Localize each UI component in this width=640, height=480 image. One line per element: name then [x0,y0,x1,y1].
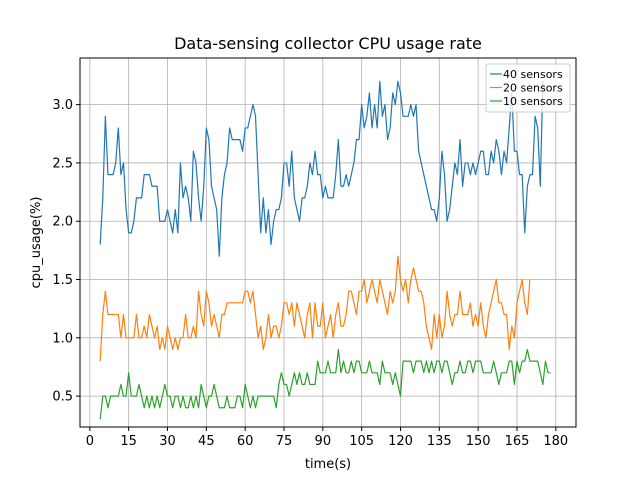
y-tick: 1.5 [52,273,80,288]
series-line-20-sensors [99,255,531,362]
chart-title: Data-sensing collector CPU usage rate [174,34,482,53]
x-tick-label: 180 [543,434,568,449]
x-tick-label: 135 [427,434,452,449]
y-tick: 1.0 [52,331,80,346]
y-tick: 2.0 [52,215,80,230]
x-tick-label: 75 [276,434,293,449]
legend-box [485,63,571,113]
x-tick: 165 [505,427,530,449]
legend-label: 10 sensors [503,95,563,108]
series-line-10-sensors [99,348,551,420]
x-tick-label: 0 [86,434,94,449]
x-tick-label: 90 [315,434,332,449]
series-layer [99,80,551,420]
x-tick: 135 [427,427,452,449]
x-tick-label: 15 [120,434,137,449]
y-tick-label: 1.5 [52,273,73,288]
x-tick: 90 [315,427,332,449]
y-axis: 0.5 1.0 1.5 2.0 2.5 3.0 [52,98,80,405]
x-tick: 30 [159,427,176,449]
x-tick: 0 [86,427,94,449]
x-tick-label: 165 [505,434,530,449]
x-tick-label: 30 [159,434,176,449]
x-tick-label: 120 [388,434,413,449]
x-axis-label: time(s) [305,457,351,472]
y-axis-label: cpu_usage(%) [29,197,44,289]
series-line-40-sensors [99,80,547,257]
y-tick-label: 0.5 [52,390,73,405]
y-tick-label: 3.0 [52,98,73,113]
x-tick: 45 [198,427,215,449]
x-tick: 180 [543,427,568,449]
x-tick: 150 [466,427,491,449]
x-tick: 75 [276,427,293,449]
y-tick: 2.5 [52,156,80,171]
legend-label: 40 sensors [503,68,563,81]
y-tick-label: 1.0 [52,331,73,346]
x-tick: 15 [120,427,137,449]
legend-label: 20 sensors [503,82,563,95]
x-tick: 120 [388,427,413,449]
y-tick-label: 2.5 [52,156,73,171]
y-tick: 3.0 [52,98,80,113]
y-tick: 0.5 [52,390,80,405]
x-tick: 105 [349,427,374,449]
y-tick-label: 2.0 [52,215,73,230]
plot-frame [79,57,577,428]
x-axis: 0 15 30 45 60 75 90 105 120 135 150 165 180 [86,427,568,449]
x-tick-label: 45 [198,434,215,449]
x-tick: 60 [237,427,254,449]
x-tick-label: 105 [349,434,374,449]
x-tick-label: 60 [237,434,254,449]
x-tick-label: 150 [466,434,491,449]
